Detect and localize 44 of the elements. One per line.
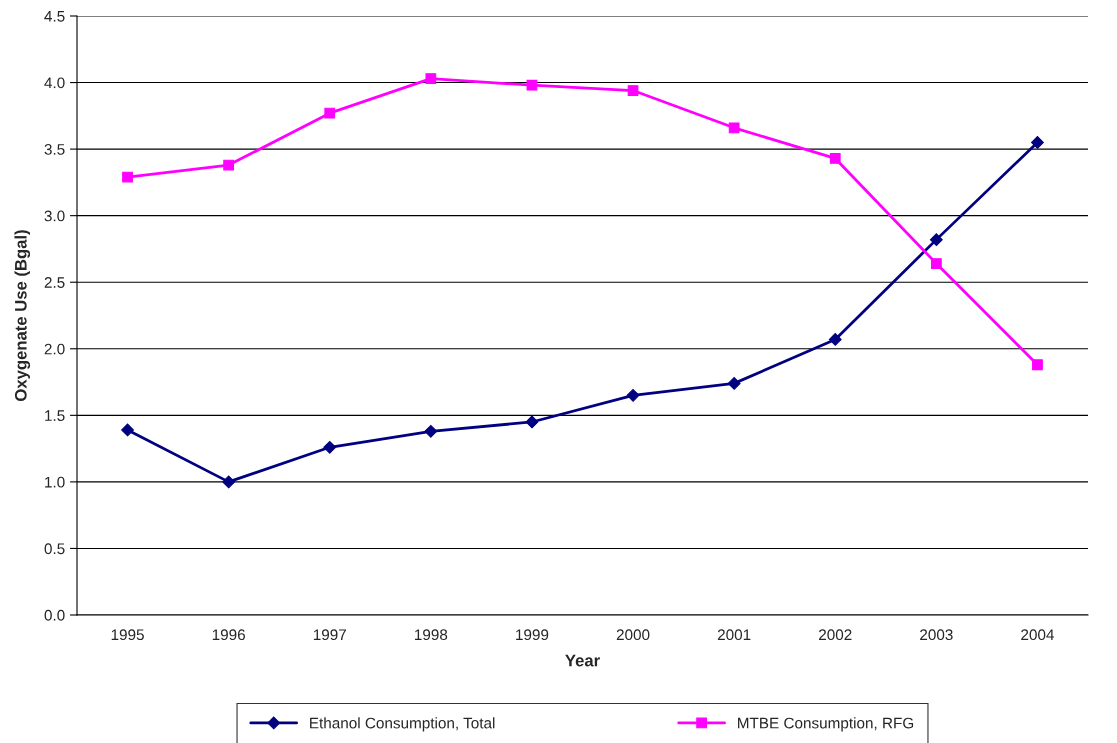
point [324, 107, 336, 119]
point [424, 424, 438, 438]
x-tick-label: 2002 [819, 629, 852, 641]
point [121, 423, 134, 437]
point [223, 159, 235, 171]
y-tick-label: 2.5 [44, 277, 65, 288]
point [323, 440, 337, 454]
point [525, 415, 539, 429]
point [222, 475, 236, 489]
x-tick-label: 2001 [717, 629, 751, 641]
point [829, 153, 841, 164]
point [727, 376, 741, 390]
point [627, 85, 639, 96]
point [930, 258, 942, 269]
point [728, 122, 740, 134]
legend-label: MTBE Consumption, RFG [738, 717, 914, 732]
y-tick-label: 1.5 [45, 410, 65, 422]
y-tick-label: 3.0 [44, 210, 65, 222]
x-axis-title: Year [565, 654, 600, 667]
point [122, 171, 133, 183]
y-tick-label: 1.0 [45, 476, 65, 488]
y-tick-label: 2.0 [44, 343, 65, 355]
x-tick-label: 1995 [111, 629, 144, 641]
point [526, 79, 538, 91]
point [425, 73, 437, 84]
y-tick-label: 3.5 [44, 143, 65, 155]
point [1032, 359, 1043, 371]
y-tick-label: 0.0 [44, 609, 65, 621]
x-tick-label: 1999 [516, 629, 549, 641]
y-tick-label: 4.0 [44, 77, 65, 89]
y-axis-title: Oxygenate Use (Bgal) [14, 230, 31, 401]
point [626, 388, 640, 402]
point [1031, 136, 1044, 149]
y-tick-label: 4.5 [44, 11, 65, 22]
y-tick-label: 0.5 [44, 543, 65, 555]
point [828, 333, 842, 346]
x-tick-label: 2000 [616, 629, 650, 641]
point [929, 233, 943, 247]
x-tick-label: 1997 [313, 629, 346, 641]
x-tick-label: 2003 [920, 629, 953, 641]
x-tick-label: 1996 [212, 629, 245, 641]
x-tick-label: 1998 [415, 629, 448, 641]
x-tick-label: 2004 [1021, 629, 1054, 641]
legend-label: Ethanol Consumption, Total [310, 717, 495, 732]
